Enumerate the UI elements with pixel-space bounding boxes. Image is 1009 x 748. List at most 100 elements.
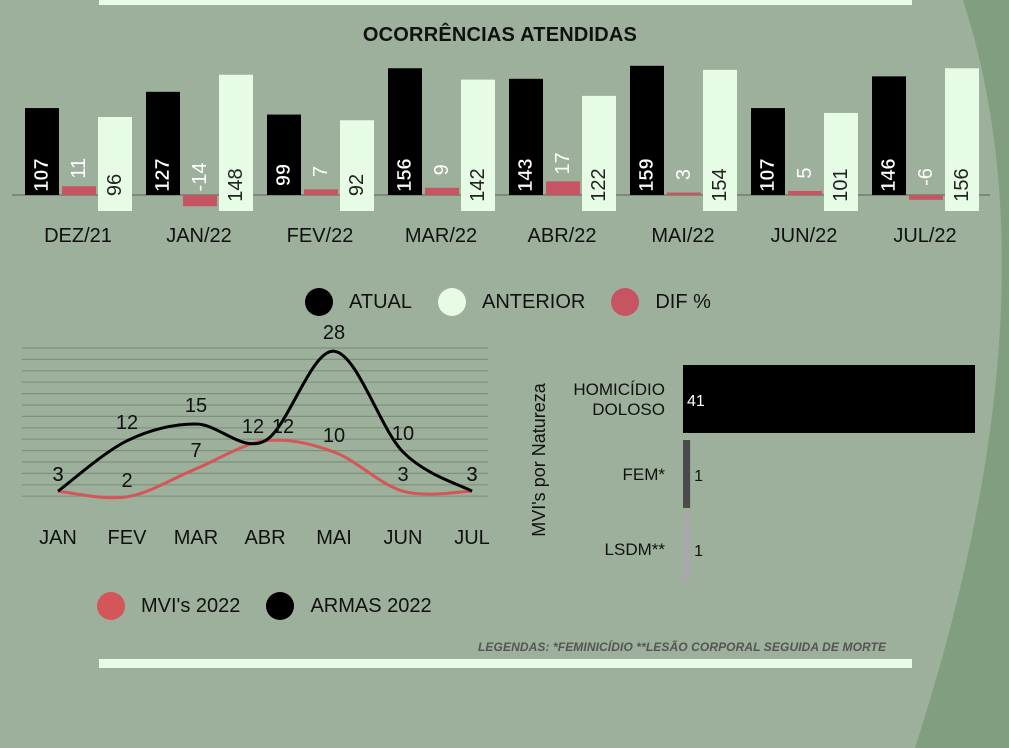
bottom-stripe	[99, 659, 912, 668]
footnote-legend: LEGENDAS: *FEMINICÍDIO **LESÃO CORPORAL …	[478, 640, 887, 654]
point-label-1-0: 3	[52, 464, 63, 486]
category-label-3: MAR/22	[405, 225, 477, 247]
legend-label-atual: ATUAL	[349, 290, 412, 313]
legend-dot-atual	[305, 288, 333, 316]
bar-atual-0	[25, 108, 59, 195]
category-label-4: ABR/22	[528, 225, 597, 247]
category-label-0: DEZ/21	[44, 225, 112, 247]
x-label-3: ABR	[244, 527, 285, 549]
legend-dot-anterior	[437, 288, 466, 316]
hbar-2	[683, 515, 691, 583]
bar-dif-0	[62, 186, 96, 195]
bar-label-dif-2: 7	[310, 166, 332, 177]
bar-anterior-2	[340, 120, 374, 211]
legend-item-dif: DIF %	[611, 288, 711, 316]
bar-anterior-0	[98, 117, 132, 211]
bar-chart-title: OCORRÊNCIAS ATENDIDAS	[362, 24, 638, 46]
bar-dif-3	[425, 187, 459, 195]
hbar-0	[683, 365, 975, 433]
bar-label-atual-5: 159	[636, 158, 658, 191]
legend-label-dif: DIF %	[655, 290, 711, 313]
bar-label-anterior-7: 156	[951, 168, 973, 201]
bar-label-atual-7: 146	[878, 158, 900, 191]
hbar-category-0-0: HOMICÍDIO	[573, 380, 665, 399]
bar-atual-5	[630, 65, 664, 195]
hbar-category-0-1: DOLOSO	[592, 400, 665, 419]
x-label-2: MAR	[174, 527, 218, 549]
bar-label-dif-7: -6	[915, 168, 937, 186]
bar-atual-6	[751, 108, 785, 195]
point-label-1-4: 10	[323, 425, 345, 447]
bar-anterior-5	[703, 69, 737, 211]
legend-label-mvis: MVI's 2022	[141, 594, 241, 617]
point-label-1-6: 3	[466, 464, 477, 486]
bar-label-anterior-0: 96	[104, 174, 126, 196]
point-label-1-2: 7	[190, 440, 201, 462]
x-label-4: MAI	[316, 527, 352, 549]
point-label-1-3: 12	[272, 416, 294, 438]
bar-dif-7	[909, 195, 943, 200]
bar-label-dif-4: 17	[552, 152, 574, 174]
bar-label-atual-4: 143	[515, 158, 537, 191]
bar-atual-4	[509, 78, 543, 195]
bar-anterior-7	[945, 68, 979, 211]
bar-dif-1	[183, 195, 217, 207]
hbar-value-1: 1	[694, 468, 703, 485]
bar-atual-7	[872, 76, 906, 195]
bar-label-anterior-6: 101	[830, 168, 852, 201]
hbar-value-0: 41	[687, 393, 705, 410]
line-series-1	[57, 438, 473, 500]
point-label-0-3: 12	[242, 416, 264, 438]
legend-item-mvis: MVI's 2022	[97, 592, 240, 620]
point-label-0-4: 28	[323, 322, 345, 344]
hbar-category-1-0: FEM*	[623, 465, 666, 484]
bar-label-atual-0: 107	[31, 158, 53, 191]
point-label-1-1: 2	[121, 470, 132, 492]
bar-label-anterior-1: 148	[225, 168, 247, 201]
bar-label-dif-5: 3	[673, 169, 695, 180]
bar-anterior-1	[219, 74, 253, 211]
point-label-0-6: 3	[466, 464, 477, 486]
line-series-0	[57, 349, 473, 493]
legend-dot-mvis	[97, 592, 125, 620]
point-label-1-5: 3	[397, 464, 408, 486]
mvi-axis-title: MVI's por Natureza	[529, 382, 549, 536]
category-label-7: JUL/22	[893, 225, 956, 247]
bar-label-atual-6: 107	[757, 158, 779, 191]
bar-label-atual-3: 156	[394, 158, 416, 191]
bar-label-atual-1: 127	[152, 158, 174, 191]
bar-label-dif-3: 9	[431, 164, 453, 175]
point-label-0-5: 10	[392, 423, 414, 445]
x-label-6: JUL	[454, 527, 490, 549]
bar-chart: 107 11 96 DEZ/21 127 -14 148 JAN/22 99 7 92 FEV/22 1…	[12, 65, 990, 247]
legend-item-armas: ARMAS 2022	[266, 592, 432, 620]
top-stripe	[99, 0, 912, 5]
bar-anterior-3	[461, 79, 495, 211]
hbar-1	[683, 440, 691, 508]
bar-atual-2	[267, 114, 301, 195]
hbar-category-2-0: LSDM**	[605, 540, 666, 559]
bar-dif-5	[667, 192, 701, 195]
bar-dif-2	[304, 189, 338, 195]
x-label-0: JAN	[39, 527, 77, 549]
line-chart-legend: MVI's 2022 ARMAS 2022	[97, 592, 458, 620]
category-label-2: FEV/22	[287, 225, 354, 247]
legend-item-atual: ATUAL	[305, 288, 412, 316]
bar-atual-3	[388, 68, 422, 195]
legend-label-anterior: ANTERIOR	[481, 290, 586, 313]
bar-label-anterior-5: 154	[709, 168, 731, 201]
legend-item-anterior: ANTERIOR	[437, 288, 586, 316]
legend-label-armas: ARMAS 2022	[310, 594, 432, 617]
bar-label-anterior-2: 92	[346, 174, 368, 196]
bar-label-anterior-4: 122	[588, 168, 610, 201]
x-label-1: FEV	[108, 527, 148, 549]
bar-atual-1	[146, 91, 180, 195]
legend-dot-dif	[611, 288, 640, 316]
bar-dif-6	[788, 191, 822, 195]
point-label-0-0: 3	[52, 464, 63, 486]
category-label-5: MAI/22	[651, 225, 714, 247]
bar-anterior-6	[824, 112, 858, 211]
x-label-5: JUN	[384, 527, 423, 549]
